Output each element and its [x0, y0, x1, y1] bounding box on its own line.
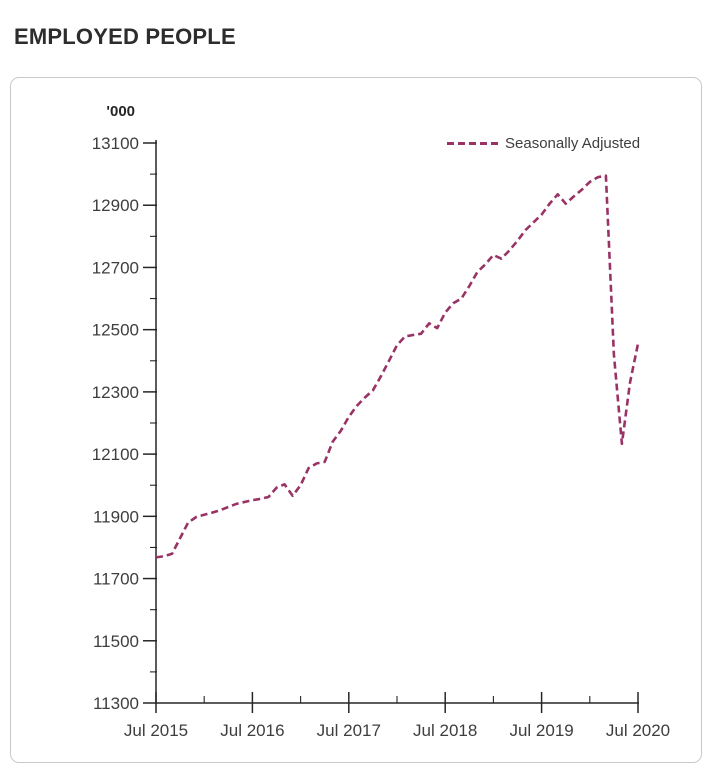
y-axis-tick-label: 11700: [93, 570, 139, 589]
x-axis-tick-label: Jul 2016: [220, 721, 284, 740]
x-axis-tick-label: Jul 2017: [317, 721, 381, 740]
y-axis-tick-label: 13100: [92, 134, 139, 153]
y-axis-tick-label: 11500: [93, 632, 139, 651]
y-axis-tick-label: 11300: [93, 694, 139, 713]
y-axis-unit-label: '000: [106, 103, 135, 120]
legend-label: Seasonally Adjusted: [505, 135, 641, 152]
y-axis-tick-label: 12700: [92, 258, 139, 277]
series-line-seasonally-adjusted: [155, 174, 640, 559]
y-axis-tick-label: 12900: [92, 196, 139, 215]
x-axis-tick-label: Jul 2020: [606, 721, 670, 740]
y-axis-tick-label: 11900: [93, 507, 139, 526]
y-axis-tick-label: 12100: [92, 445, 139, 464]
y-axis-tick-label: 12300: [92, 383, 139, 402]
chart-card: [10, 77, 702, 763]
x-axis-tick-label: Jul 2015: [124, 721, 188, 740]
x-axis-tick-label: Jul 2018: [413, 721, 477, 740]
legend: Seasonally Adjusted: [447, 135, 640, 152]
page-title: EMPLOYED PEOPLE: [14, 23, 236, 49]
legend-dashed-line-sample: [447, 142, 500, 145]
y-axis-tick-label: 12500: [92, 321, 139, 340]
x-axis-tick-label: Jul 2019: [509, 721, 573, 740]
